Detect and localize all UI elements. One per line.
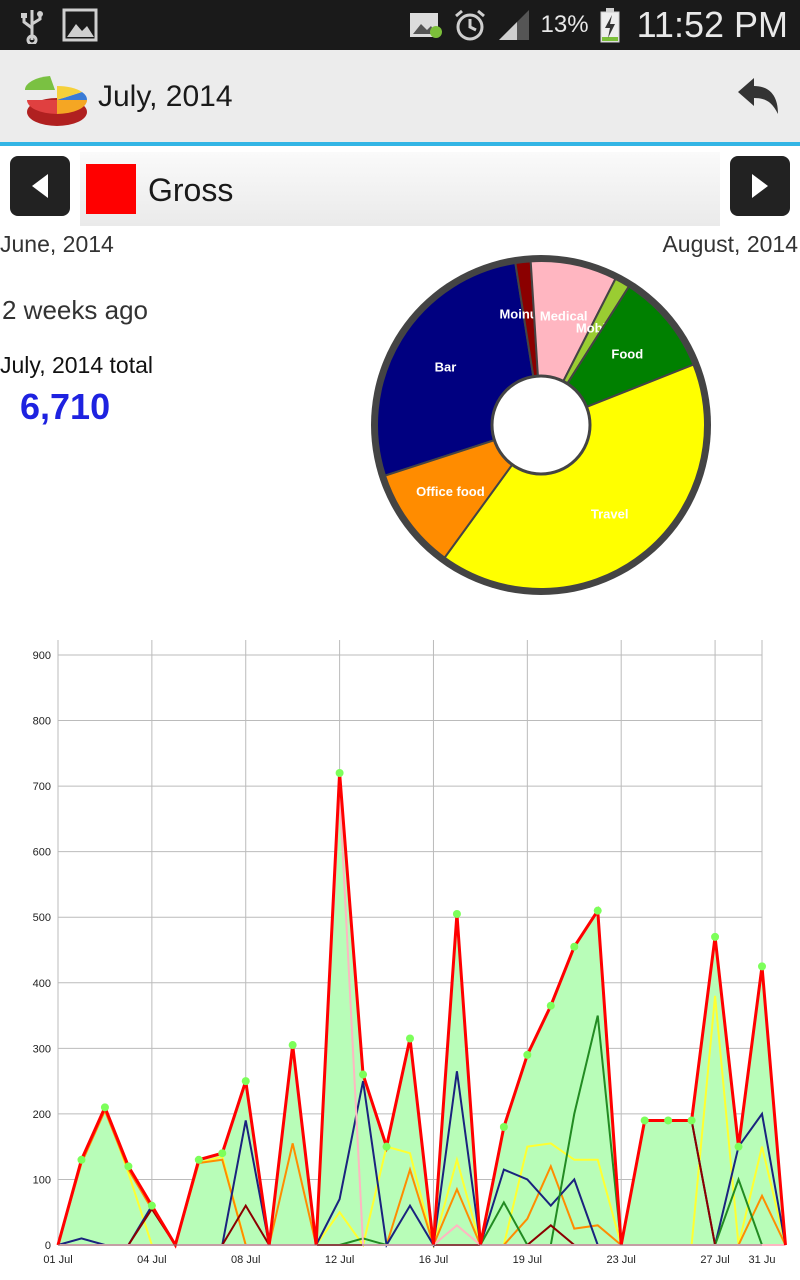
next-category-button[interactable] — [730, 156, 790, 216]
y-tick-label: 300 — [33, 1043, 51, 1055]
pie-slice-travel[interactable] — [443, 363, 706, 590]
y-tick-label: 400 — [33, 978, 51, 990]
category-label: Gross — [148, 172, 234, 208]
gross-point[interactable] — [147, 1201, 156, 1210]
gross-point[interactable] — [77, 1155, 86, 1164]
y-tick-label: 700 — [33, 781, 51, 793]
category-color-swatch — [86, 164, 136, 214]
pie-label: Office food — [416, 484, 485, 499]
usb-icon — [21, 10, 43, 44]
gross-point[interactable] — [640, 1116, 649, 1125]
status-bar: 13% 11:52 PM — [0, 0, 800, 50]
pie-label: Travel — [591, 506, 629, 521]
gross-point[interactable] — [734, 1142, 743, 1151]
pie-label: Food — [611, 347, 643, 362]
pie-center-hole — [490, 374, 592, 476]
gross-point[interactable] — [570, 942, 579, 951]
x-tick-label: 04 Jul — [137, 1254, 166, 1266]
battery-percent: 13% — [540, 11, 589, 38]
battery-charging-icon — [600, 8, 620, 43]
next-month-link[interactable]: August, 2014 — [662, 231, 798, 257]
x-tick-label: 08 Jul — [231, 1254, 260, 1266]
pie-label: Medical — [540, 308, 588, 323]
pie-label: Bar — [435, 359, 457, 374]
category-selector[interactable]: Gross — [80, 152, 720, 226]
y-tick-label: 200 — [33, 1109, 51, 1121]
gross-point[interactable] — [523, 1050, 532, 1059]
gross-point[interactable] — [546, 1001, 555, 1010]
y-tick-label: 0 — [45, 1240, 51, 1252]
y-tick-label: 600 — [33, 847, 51, 859]
pie-slice-food[interactable] — [538, 285, 695, 428]
gross-point[interactable] — [499, 1123, 508, 1131]
y-tick-label: 100 — [33, 1174, 51, 1186]
gallery-icon — [62, 8, 98, 42]
gross-point[interactable] — [687, 1116, 696, 1125]
x-tick-label: 12 Jul — [325, 1254, 354, 1266]
gross-point[interactable] — [452, 909, 461, 918]
gross-point[interactable] — [382, 1142, 391, 1151]
gross-point[interactable] — [124, 1162, 133, 1171]
x-tick-label: 19 Jul — [513, 1254, 542, 1266]
x-tick-label: 31 Ju — [749, 1254, 776, 1266]
relative-time: 2 weeks ago — [2, 295, 148, 325]
daily-line-chart[interactable]: 0 100 200 300 400 500 600 700 800 900 01 Jul 04 Jul… — [0, 630, 800, 1280]
gross-area — [58, 773, 786, 1245]
total-value: 6,710 — [20, 386, 111, 427]
total-label: July, 2014 total — [0, 352, 154, 378]
gross-point[interactable] — [359, 1070, 368, 1079]
gross-point[interactable] — [664, 1116, 673, 1125]
gross-point[interactable] — [335, 769, 344, 777]
arrow-left-icon — [32, 174, 48, 198]
x-tick-label: 01 Jul — [43, 1254, 72, 1266]
x-tick-label: 16 Jul — [419, 1254, 448, 1266]
signal-icon — [498, 10, 529, 40]
undo-arrow-icon[interactable] — [734, 74, 782, 118]
gross-point[interactable] — [218, 1149, 227, 1158]
gross-point[interactable] — [288, 1041, 297, 1050]
alarm-icon — [454, 9, 485, 41]
gross-point[interactable] — [711, 932, 720, 941]
image-notification-icon — [409, 13, 442, 38]
x-tick-label: 23 Jul — [607, 1254, 636, 1266]
gross-point[interactable] — [758, 962, 766, 971]
y-tick-label: 500 — [33, 912, 51, 924]
clock: 11:52 PM — [636, 4, 788, 45]
pie-chart-logo-icon — [24, 76, 88, 126]
gross-point[interactable] — [194, 1155, 203, 1164]
gross-point[interactable] — [406, 1034, 414, 1043]
gross-point[interactable] — [593, 906, 602, 915]
gross-point[interactable] — [100, 1103, 109, 1112]
pie-slice-office-food[interactable] — [383, 423, 544, 560]
prev-category-button[interactable] — [10, 156, 70, 216]
x-tick-label: 27 Jul — [700, 1254, 729, 1266]
action-bar: July, 2014 — [0, 50, 800, 146]
prev-month-link[interactable]: June, 2014 — [0, 231, 114, 257]
page-title: July, 2014 — [98, 80, 233, 113]
y-tick-label: 800 — [33, 716, 51, 728]
y-tick-label: 900 — [33, 650, 51, 662]
gross-point[interactable] — [241, 1077, 250, 1086]
arrow-right-icon — [752, 174, 768, 198]
